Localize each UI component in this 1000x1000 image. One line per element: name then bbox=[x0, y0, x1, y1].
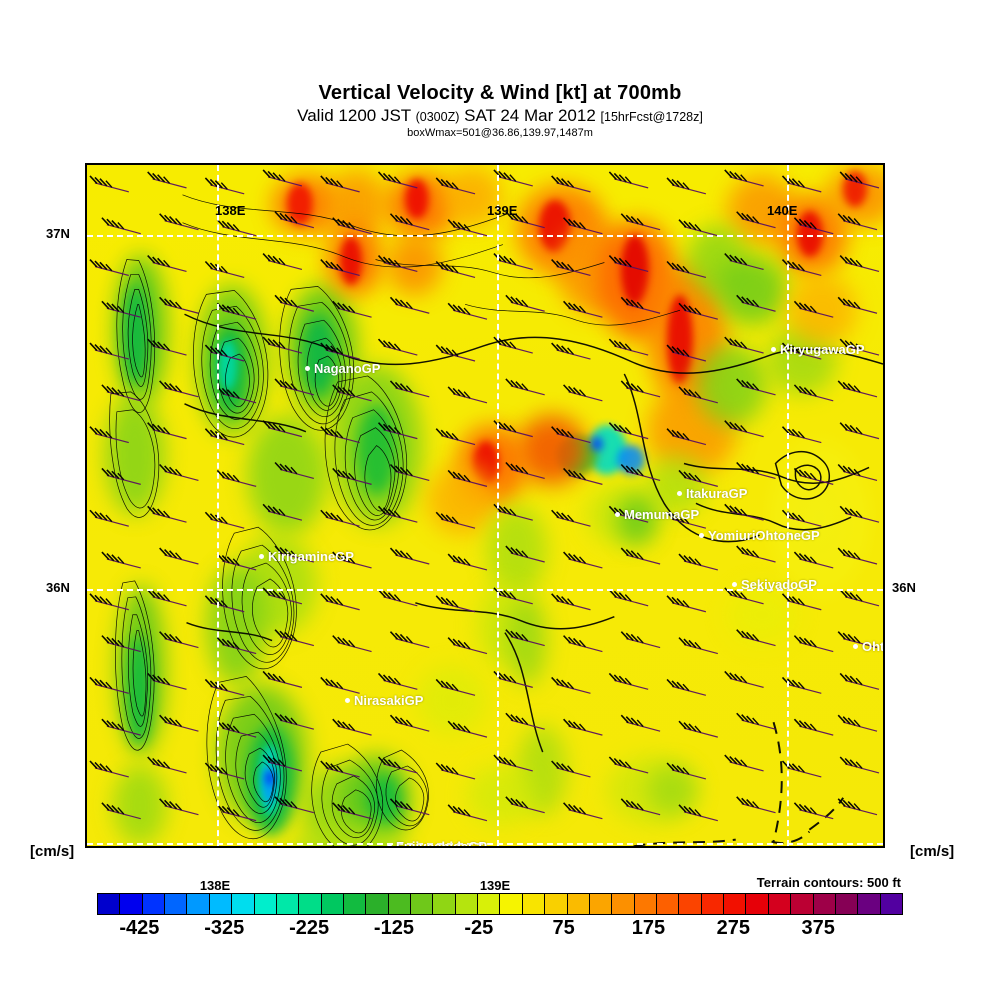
page-title: Vertical Velocity & Wind [kt] at 700mb bbox=[318, 82, 682, 104]
colorbar-cell bbox=[522, 894, 546, 914]
colorbar-cell bbox=[411, 894, 434, 914]
colorbar-cell bbox=[679, 894, 702, 914]
station-label-sekiyado[interactable]: SekiyadoGP bbox=[732, 577, 817, 592]
map-plot-area[interactable]: 138E 139E 140E NaganoGP KiryugawaGP Itak… bbox=[85, 163, 885, 848]
colorbar-cell bbox=[813, 894, 836, 914]
station-label-fujiyoshida[interactable]: FujiyoshidaGP bbox=[387, 839, 487, 846]
unit-label-right: [cm/s] bbox=[910, 843, 955, 860]
colorbar-cell bbox=[366, 894, 389, 914]
colorbar-cell bbox=[746, 894, 769, 914]
station-marker-icon bbox=[387, 844, 392, 846]
station-label-memuma[interactable]: MemumaGP bbox=[615, 507, 699, 522]
gridline-lon-139e bbox=[497, 165, 499, 846]
colorbar-tick: -25 bbox=[464, 917, 494, 939]
forecast-tag: [15hrFcst@1728z] bbox=[600, 110, 703, 125]
colorbar-cell bbox=[209, 894, 233, 914]
colorbar[interactable] bbox=[97, 893, 903, 915]
station-marker-icon bbox=[771, 347, 776, 353]
station-marker-icon bbox=[305, 366, 310, 372]
station-label-kiryugawa[interactable]: KiryugawaGP bbox=[771, 342, 865, 357]
colorbar-tick: -125 bbox=[373, 917, 414, 939]
gridline-lon-138e bbox=[217, 165, 219, 846]
colorbar-cell bbox=[656, 894, 680, 914]
valid-time: Valid 1200 JST bbox=[297, 106, 411, 126]
title-block: Vertical Velocity & Wind [kt] at 700mb V… bbox=[0, 82, 1000, 140]
station-marker-icon bbox=[699, 533, 704, 539]
lon-label-bottom-139e: 139E bbox=[479, 878, 511, 893]
colorbar-tick: -225 bbox=[289, 917, 330, 939]
station-marker-icon bbox=[732, 582, 737, 588]
colorbar-tick: 375 bbox=[801, 917, 835, 939]
station-label-ohtone[interactable]: OhtoneGP bbox=[853, 639, 883, 654]
lon-label-top-140e: 140E bbox=[767, 203, 798, 218]
colorbar-tick: -425 bbox=[119, 917, 160, 939]
gridline-lat-37n bbox=[87, 235, 883, 237]
colorbar-cell bbox=[791, 894, 814, 914]
colorbar-cell bbox=[254, 894, 277, 914]
colorbar-cell bbox=[321, 894, 344, 914]
colorbar-cell bbox=[500, 894, 523, 914]
colorbar-cell bbox=[276, 894, 300, 914]
colorbar-cell bbox=[567, 894, 590, 914]
colorbar-cell bbox=[299, 894, 322, 914]
map-inner: 138E 139E 140E NaganoGP KiryugawaGP Itak… bbox=[87, 165, 883, 846]
colorbar-cell bbox=[612, 894, 635, 914]
colorbar-tick: 175 bbox=[631, 917, 666, 939]
colorbar-cell bbox=[768, 894, 792, 914]
station-marker-icon bbox=[345, 698, 350, 704]
gridline-lat-36n bbox=[87, 589, 883, 591]
colorbar-cell bbox=[545, 894, 568, 914]
colorbar-tick: 275 bbox=[716, 917, 750, 939]
colorbar-cell bbox=[589, 894, 613, 914]
colorbar-tick-labels: -425 -325 -225 -125 -25 75 175 275 375 bbox=[85, 917, 915, 947]
gridline-lat-35n bbox=[87, 843, 883, 845]
colorbar-cell bbox=[433, 894, 456, 914]
colorbar-cell bbox=[880, 894, 902, 914]
station-marker-icon bbox=[677, 491, 682, 497]
station-label-nirasaki[interactable]: NirasakiGP bbox=[345, 693, 423, 708]
colorbar-cell bbox=[187, 894, 210, 914]
colorbar-cell bbox=[343, 894, 367, 914]
colorbar-cell bbox=[165, 894, 188, 914]
station-marker-icon bbox=[853, 644, 858, 650]
lat-label-left-37n: 37N bbox=[46, 226, 70, 241]
wind-barb-overlay bbox=[89, 169, 880, 822]
valid-time-line: Valid 1200 JST (0300Z) SAT 24 Mar 2012 [… bbox=[0, 106, 1000, 126]
station-marker-icon bbox=[615, 512, 620, 518]
lon-label-bottom-138e: 138E bbox=[199, 878, 231, 893]
colorbar-cell bbox=[232, 894, 255, 914]
colorbar-cell bbox=[120, 894, 143, 914]
colorbar-cell bbox=[724, 894, 747, 914]
gridline-lon-140e bbox=[787, 165, 789, 846]
colorbar-cell bbox=[835, 894, 859, 914]
colorbar-cell bbox=[478, 894, 501, 914]
colorbar-cell bbox=[388, 894, 412, 914]
terrain-contour-note: Terrain contours: 500 ft bbox=[754, 875, 903, 890]
station-label-kirigamine[interactable]: KirigamineGP bbox=[259, 549, 354, 564]
valid-utc: (0300Z) bbox=[415, 110, 460, 125]
lon-label-top-138e: 138E bbox=[215, 203, 246, 218]
colorbar-cell bbox=[858, 894, 881, 914]
colorbar-tick: 75 bbox=[552, 917, 575, 939]
colorbar-cell bbox=[98, 894, 121, 914]
boxwmax-annotation: boxWmax=501@36.86,139.97,1487m bbox=[407, 126, 593, 139]
colorbar-cell bbox=[455, 894, 479, 914]
lat-label-left-36n: 36N bbox=[46, 580, 70, 595]
colorbar-tick: -325 bbox=[204, 917, 245, 939]
lat-label-right-36n: 36N bbox=[892, 580, 916, 595]
station-label-itakura[interactable]: ItakuraGP bbox=[677, 486, 747, 501]
station-label-yomiuri-ohtone[interactable]: YomiuriOhtoneGP bbox=[699, 528, 820, 543]
unit-label-left: [cm/s] bbox=[30, 843, 75, 860]
station-marker-icon bbox=[259, 554, 264, 560]
valid-date: SAT 24 Mar 2012 bbox=[464, 106, 596, 126]
colorbar-cell bbox=[142, 894, 166, 914]
colorbar-cell bbox=[701, 894, 725, 914]
lon-label-top-139e: 139E bbox=[487, 203, 518, 218]
station-label-nagano[interactable]: NaganoGP bbox=[305, 361, 380, 376]
colorbar-cell bbox=[634, 894, 657, 914]
